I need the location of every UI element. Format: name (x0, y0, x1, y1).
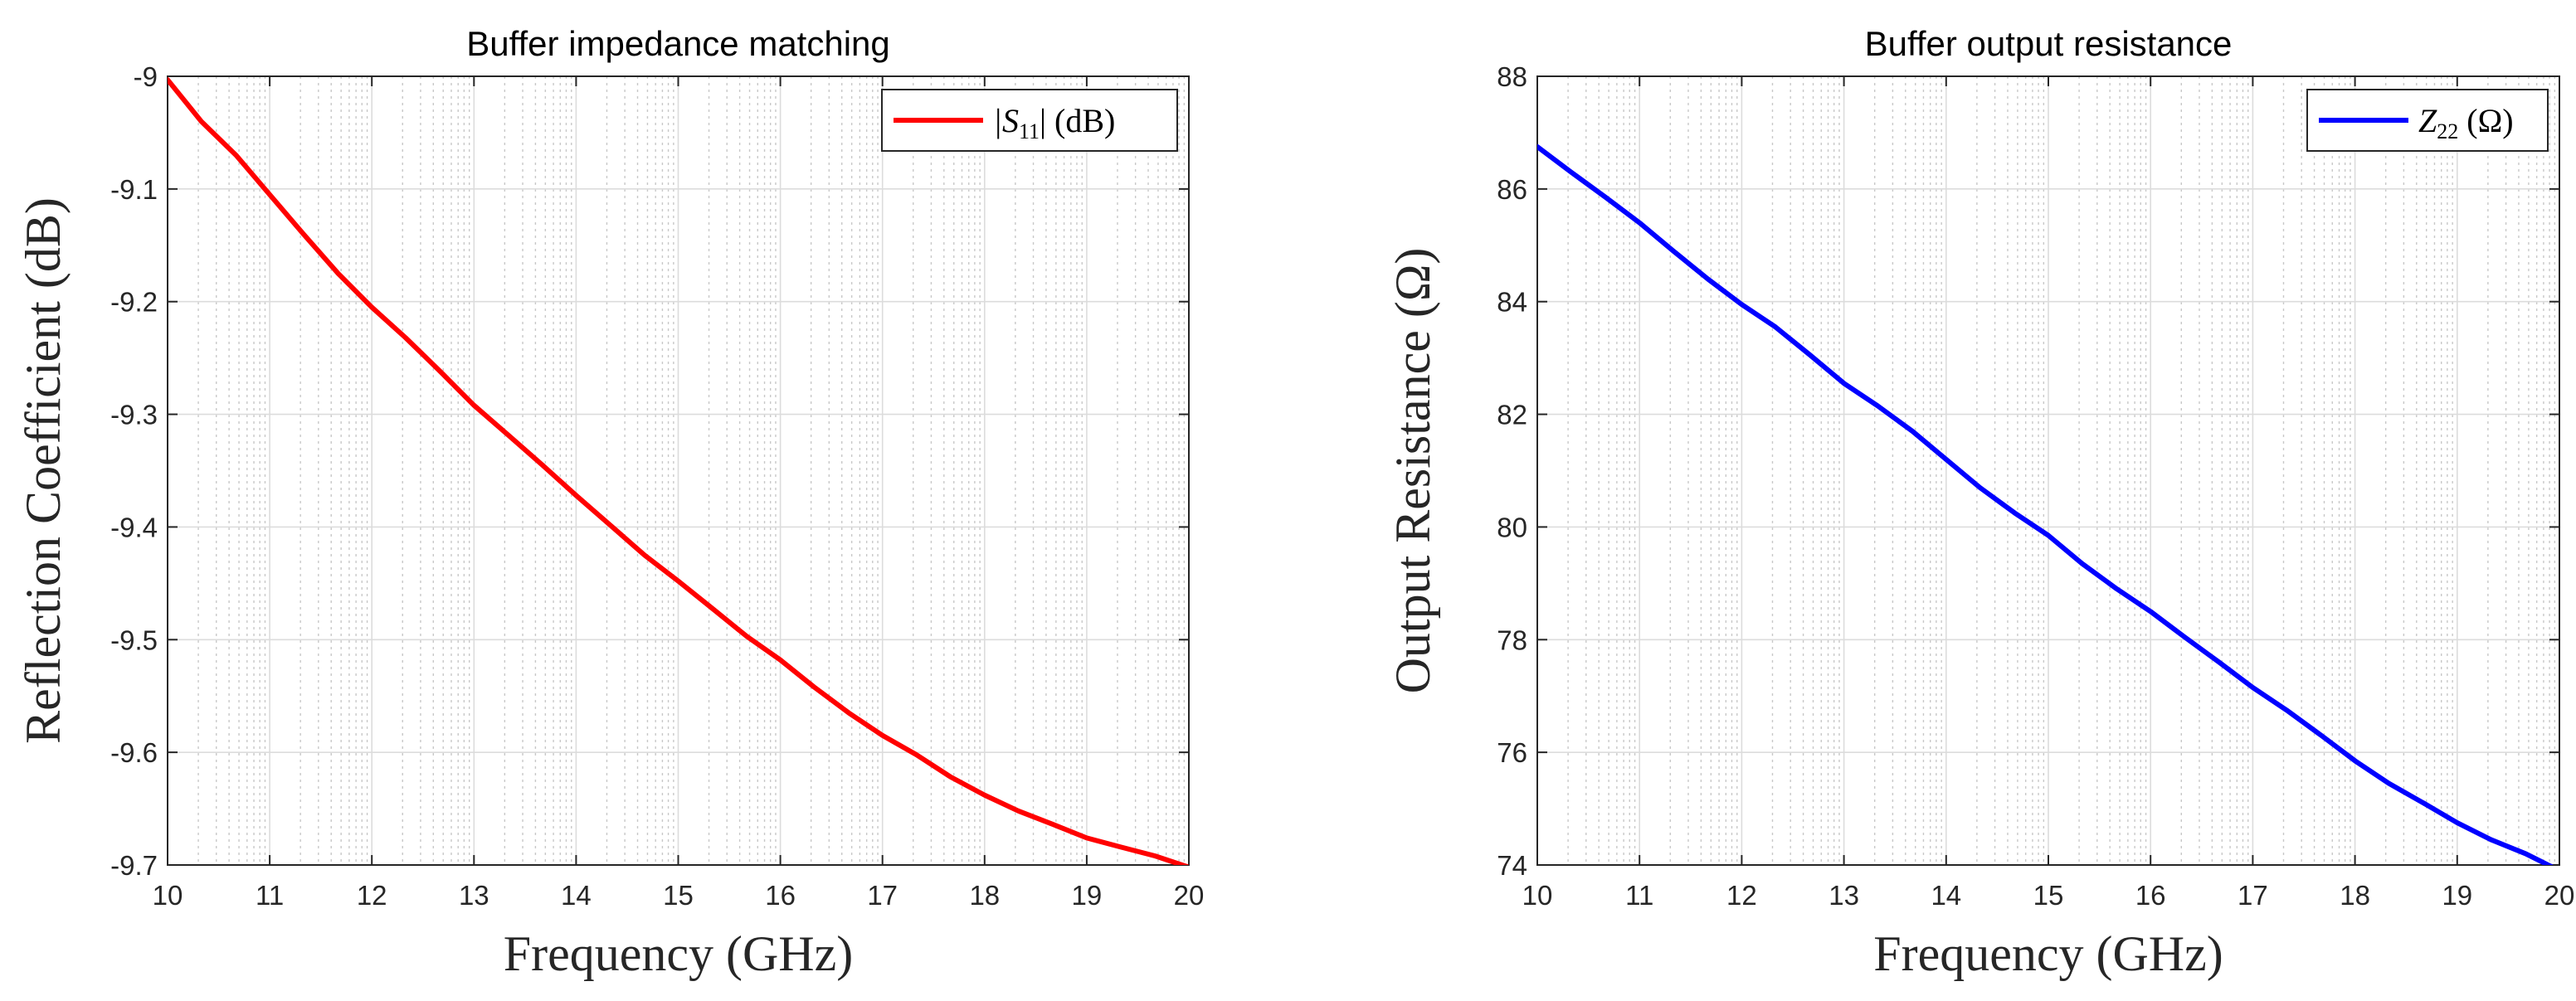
x-tick-label: 19 (1072, 880, 1103, 911)
y-tick-label: 78 (1497, 624, 1527, 655)
x-tick-label: 20 (1174, 880, 1205, 911)
x-tick-label: 15 (2033, 880, 2064, 911)
y-tick-label: 82 (1497, 400, 1527, 430)
y-tick-label: -9.1 (110, 174, 158, 205)
x-tick-label: 12 (1726, 880, 1757, 911)
data-line-s11 (168, 77, 1189, 865)
x-tick-label: 12 (357, 880, 387, 911)
chart-buffer-output-resistance: 10 11 12 13 14 15 16 17 18 19 20 74 76 78 80 82 84 86 88 Bu… (1385, 24, 2574, 981)
x-tick-label: 18 (969, 880, 1000, 911)
y-tick-label: 84 (1497, 287, 1527, 318)
x-tick-label: 18 (2340, 880, 2370, 911)
grid (1536, 75, 2560, 866)
x-axis-label: Frequency (GHz) (1873, 926, 2223, 981)
x-tick-label: 17 (867, 880, 898, 911)
x-tick-label: 10 (1522, 880, 1553, 911)
x-axis-label: Frequency (GHz) (504, 926, 854, 981)
legend: Z22 (Ω) (2306, 89, 2549, 152)
x-tick-label: 16 (765, 880, 796, 911)
y-tick-label: -9.3 (110, 400, 158, 430)
y-tick-label: -9.7 (110, 850, 158, 881)
x-tick-label: 11 (1625, 880, 1653, 911)
x-tick-label: 10 (153, 880, 183, 911)
ticks: 10 11 12 13 14 15 16 17 18 19 20 74 76 78 80 82 84 86 88 (1497, 61, 2574, 911)
chart-title: Buffer output resistance (1865, 24, 2233, 63)
y-tick-label: 86 (1497, 174, 1527, 205)
chart-title: Buffer impedance matching (466, 24, 890, 63)
x-tick-label: 13 (459, 880, 489, 911)
y-tick-label: -9.4 (110, 512, 158, 542)
x-tick-label: 20 (2544, 880, 2575, 911)
data-line-z22 (1537, 143, 2554, 865)
x-tick-label: 11 (256, 880, 284, 911)
y-axis-label: Reflection Coefficient (dB) (16, 197, 71, 744)
x-tick-label: 14 (1931, 880, 1961, 911)
y-tick-label: -9.6 (110, 737, 158, 768)
x-tick-label: 17 (2238, 880, 2268, 911)
y-tick-label: 80 (1497, 512, 1527, 542)
y-tick-label: 74 (1497, 850, 1527, 881)
chart-buffer-impedance-matching: 10 11 12 13 14 15 16 17 18 19 20 -9.7 -9.6 -9.5 -9.4 -9… (16, 24, 1204, 981)
x-tick-label: 19 (2442, 880, 2472, 911)
x-tick-label: 16 (2135, 880, 2166, 911)
legend: |S11| (dB) (881, 89, 1178, 152)
legend-label: |S11| (dB) (993, 102, 1115, 143)
y-tick-label: 76 (1497, 737, 1527, 768)
ticks: 10 11 12 13 14 15 16 17 18 19 20 -9.7 -9.6 -9.5 -9.4 -9… (110, 61, 1204, 911)
y-axis-label: Output Resistance (Ω) (1385, 248, 1440, 694)
x-tick-label: 14 (561, 880, 592, 911)
x-tick-label: 13 (1829, 880, 1859, 911)
x-tick-label: 15 (663, 880, 694, 911)
y-tick-label: 88 (1497, 61, 1527, 92)
y-tick-label: -9.2 (110, 287, 158, 318)
legend-label: Z22 (Ω) (2418, 102, 2514, 143)
y-tick-label: -9 (134, 61, 158, 92)
y-tick-label: -9.5 (110, 624, 158, 655)
